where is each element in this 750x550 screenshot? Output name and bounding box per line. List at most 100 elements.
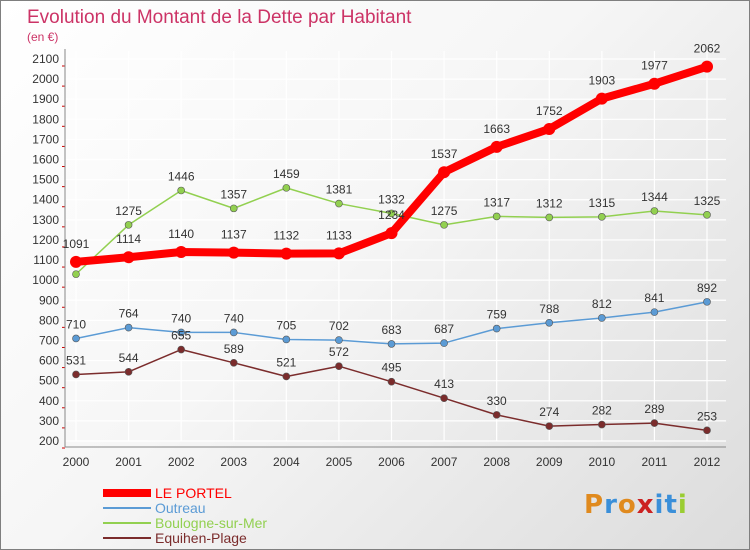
data-label-le-portel: 1663 [483,122,510,136]
point-le-portel [648,77,661,90]
data-label-equihen-plage: 521 [276,355,296,369]
point-le-portel [280,247,293,260]
y-tick-label: 1300 [32,213,59,227]
data-label-le-portel: 1234 [378,208,405,222]
data-label-outreau: 687 [434,322,454,336]
point-outreau [282,335,291,344]
point-equihen-plage [598,420,606,429]
point-boulogne-sur-mer [124,221,133,229]
legend-label-equihen-plage: Equihen-Plage [155,530,247,546]
point-le-portel [227,246,240,259]
point-boulogne-sur-mer [545,213,554,222]
point-le-portel [70,255,82,268]
point-equihen-plage [177,345,185,354]
data-label-boulogne-sur-mer: 1275 [431,204,458,218]
data-label-outreau: 841 [644,291,664,305]
data-label-equihen-plage: 282 [592,404,612,418]
data-label-equihen-plage: 531 [66,353,86,367]
data-label-boulogne-sur-mer: 1446 [168,169,195,183]
data-label-boulogne-sur-mer: 1344 [641,190,668,204]
point-boulogne-sur-mer [703,211,711,219]
y-tick-label: 700 [39,333,59,347]
logo-letter: x [636,490,655,520]
x-tick-label: 2003 [220,455,247,469]
chart-subtitle: (en €) [27,30,58,44]
y-tick-label: 1600 [32,153,59,167]
y-tick-label: 1700 [32,132,59,146]
y-tick-label: 1800 [32,112,59,126]
logo-letter: o [617,490,637,520]
point-outreau [335,336,343,344]
point-boulogne-sur-mer [177,186,185,195]
point-equihen-plage [335,362,343,371]
data-label-boulogne-sur-mer: 1459 [273,167,300,181]
point-outreau [545,318,554,327]
data-label-outreau: 683 [381,323,401,337]
data-label-le-portel: 1114 [116,232,141,246]
data-label-le-portel: 1140 [168,227,194,241]
data-label-boulogne-sur-mer: 1275 [115,204,142,218]
chart-title: Evolution du Montant de la Dette par Hab… [27,7,412,28]
y-tick-label: 1100 [33,253,59,267]
data-label-equihen-plage: 544 [119,351,139,365]
axes: 200 300 400 500 600 700 800 900 1000 1100 1200 1300… [32,49,726,469]
data-label-boulogne-sur-mer: 1357 [220,187,247,201]
x-tick-label: 2001 [115,455,142,469]
y-tick-label: 800 [39,313,59,327]
data-label-outreau: 740 [171,311,191,325]
data-labels: 1091 1114 1140 1137 1132 1133 1234 1537 1663 1752… [63,42,721,424]
data-label-equihen-plage: 655 [171,329,191,343]
point-outreau [598,314,606,322]
point-le-portel [332,247,345,260]
point-le-portel [175,246,188,259]
data-label-le-portel: 2062 [694,42,721,56]
logo-letter: t [664,490,678,520]
proxiti-logo: Proxiti [584,490,688,520]
point-le-portel [701,60,713,73]
point-boulogne-sur-mer [72,270,80,278]
point-equihen-plage [387,377,396,386]
point-equihen-plage [440,394,448,402]
data-label-boulogne-sur-mer: 1312 [536,196,563,210]
data-label-le-portel: 1137 [221,228,247,242]
data-label-boulogne-sur-mer: 1317 [483,195,510,209]
point-boulogne-sur-mer [440,221,448,229]
data-label-le-portel: 1977 [641,59,668,73]
data-label-le-portel: 1132 [273,229,299,243]
data-label-equihen-plage: 589 [224,342,244,356]
x-tick-label: 2008 [483,455,510,469]
point-equihen-plage [282,372,291,381]
point-outreau [650,308,659,316]
y-tick-label: 1000 [32,273,59,287]
point-boulogne-sur-mer [229,204,238,213]
y-tick-label: 2100 [32,52,59,66]
point-le-portel [595,92,608,105]
point-equihen-plage [229,358,238,367]
data-label-outreau: 740 [224,311,244,325]
point-le-portel [490,140,503,153]
data-label-boulogne-sur-mer: 1381 [326,183,353,197]
legend-label-le-portel: LE PORTEL [155,485,232,501]
x-tick-label: 2004 [273,455,300,469]
legend: LE PORTELOutreauBoulogne-sur-MerEquihen-… [103,485,267,546]
y-tick-label: 300 [39,414,59,428]
data-label-equihen-plage: 495 [381,361,401,375]
point-le-portel [543,122,556,135]
point-le-portel [385,227,398,240]
y-tick-label: 2000 [32,72,59,86]
point-outreau [72,334,80,343]
point-equihen-plage [703,426,711,435]
data-label-outreau: 812 [592,297,612,311]
point-boulogne-sur-mer [335,199,343,208]
data-label-equihen-plage: 572 [329,345,349,359]
data-label-outreau: 702 [329,319,349,333]
logo-letter: P [584,490,605,520]
data-label-boulogne-sur-mer: 1315 [588,196,615,210]
point-outreau [492,324,501,333]
y-tick-label: 600 [39,354,59,368]
grid [65,51,726,442]
data-label-equihen-plage: 413 [434,377,454,391]
data-label-outreau: 710 [66,317,86,331]
data-label-equihen-plage: 253 [697,409,717,423]
